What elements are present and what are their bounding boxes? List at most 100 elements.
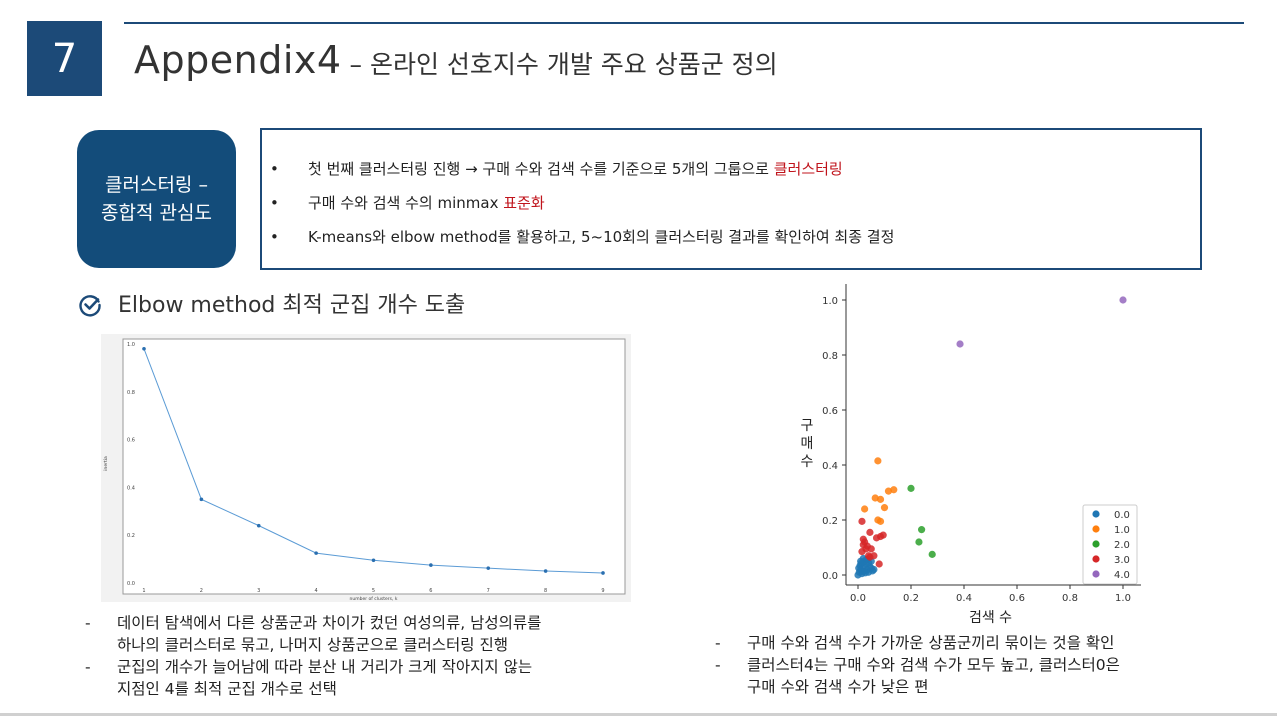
note-dash: - (715, 634, 721, 652)
data-point (879, 531, 887, 539)
data-point (543, 569, 548, 573)
scatter-chart-svg: 0.0 0.2 0.4 0.6 0.8 1.0 0.0 0.2 0.4 0.6 0.8 1.0 검색 수… (801, 284, 1141, 626)
y-tick-label: 0.2 (127, 533, 135, 539)
note-item: - 구매 수와 검색 수가 가까운 상품군끼리 묶이는 것을 확인 (715, 632, 1120, 654)
y-axis-label-char: 수 (801, 454, 814, 470)
bullet-dot: • (270, 194, 279, 212)
data-point (314, 551, 318, 555)
y-tick-label: 0.4 (127, 485, 135, 491)
summary-text: K-means와 elbow method를 활용하고, 5~10회의 클러스터… (308, 228, 895, 246)
footer-rule (0, 713, 1277, 716)
note-dash: - (85, 614, 91, 632)
data-point (928, 550, 936, 558)
summary-item: • K-means와 elbow method를 활용하고, 5~10회의 클러스… (270, 220, 894, 254)
section-title: Elbow method 최적 군집 개수 도출 (118, 293, 466, 318)
x-tick-label: 7 (487, 588, 490, 594)
legend-box (1082, 504, 1138, 585)
x-axis-label: number of clusters, k (350, 596, 398, 602)
data-point (486, 566, 491, 570)
data-point (142, 346, 146, 351)
x-axis-label: 검색 수 (969, 610, 1012, 626)
summary-box: • 첫 번째 클러스터링 진행 → 구매 수와 검색 수를 기준으로 5개의 그룹… (260, 128, 1202, 270)
note-line: 군집의 개수가 늘어남에 따라 분산 내 거리가 크게 작아지지 않는 (117, 658, 533, 676)
legend-label: 4.0 (1114, 570, 1130, 581)
data-point (867, 545, 875, 553)
data-point (199, 497, 204, 502)
summary-highlight: 클러스터링 (773, 160, 843, 178)
clustering-badge: 클러스터링 – 종합적 관심도 (77, 130, 236, 268)
title-sub: – 온라인 선호지수 개발 주요 상품군 정의 (341, 50, 778, 79)
slide-number: 7 (27, 21, 102, 96)
legend-marker (1092, 525, 1100, 533)
legend-marker (1092, 555, 1100, 563)
elbow-chart: 1 2 3 4 5 6 7 8 9 0.0 0.2 0.4 0.6 0.8 1.0 number of clu… (101, 334, 631, 602)
data-point (256, 523, 261, 528)
y-tick-label: 1.0 (127, 342, 135, 348)
summary-text: 구매 수와 검색 수의 minmax (308, 194, 504, 212)
data-point (872, 534, 881, 542)
page-title: Appendix4 – 온라인 선호지수 개발 주요 상품군 정의 (134, 38, 778, 82)
data-point (861, 569, 870, 577)
x-tick-label: 4 (315, 588, 318, 594)
data-point (601, 571, 605, 575)
bullet-dot: • (270, 160, 279, 178)
x-tick-label: 0.8 (1062, 593, 1078, 604)
badge-line-2: 종합적 관심도 (101, 202, 212, 224)
elbow-chart-svg: 1 2 3 4 5 6 7 8 9 0.0 0.2 0.4 0.6 0.8 1.0 number of clu… (103, 338, 626, 602)
legend-label: 1.0 (1114, 525, 1130, 536)
y-tick-label: 0.4 (822, 461, 838, 472)
x-tick-label: 0.2 (903, 593, 919, 604)
note-dash: - (715, 656, 721, 674)
x-tick-label: 1.0 (1115, 593, 1131, 604)
data-point (918, 526, 926, 534)
summary-highlight: 표준화 (503, 194, 545, 212)
y-tick-label: 0.8 (127, 390, 135, 396)
plot-area (122, 338, 626, 595)
data-point (371, 558, 376, 563)
note-line: 클러스터4는 구매 수와 검색 수가 모두 높고, 클러스터0은 (747, 656, 1120, 674)
header-rule (124, 22, 1244, 24)
note-dash: - (85, 658, 91, 676)
y-tick-label: 0.6 (127, 438, 135, 444)
y-axis-label-char: 구 (801, 418, 814, 434)
y-tick-label: 0.2 (822, 516, 838, 527)
data-point (875, 560, 883, 568)
data-point (874, 457, 882, 465)
check-circle-icon (79, 295, 101, 317)
x-tick-label: 0.0 (850, 593, 866, 604)
data-point (429, 563, 433, 567)
x-tick-label: 8 (544, 588, 547, 594)
right-notes: - 구매 수와 검색 수가 가까운 상품군끼리 묶이는 것을 확인 - 클러스터4는… (715, 632, 1120, 698)
scatter-chart: 0.0 0.2 0.4 0.6 0.8 1.0 0.0 0.2 0.4 0.6 0.8 1.0 검색 수… (796, 276, 1149, 626)
data-point (870, 552, 878, 560)
note-line: 구매 수와 검색 수가 가까운 상품군끼리 묶이는 것을 확인 (747, 634, 1115, 652)
legend-label: 0.0 (1114, 510, 1130, 521)
note-line: 하나의 클러스터로 묶고, 나머지 상품군으로 클러스터링 진행 (117, 636, 508, 654)
x-tick-label: 6 (429, 588, 432, 594)
data-point (866, 528, 874, 536)
note-line: 데이터 탐색에서 다른 상품군과 차이가 컸던 여성의류, 남성의류를 (117, 614, 542, 632)
note-line: 구매 수와 검색 수가 낮은 편 (747, 678, 929, 696)
data-point (915, 538, 923, 546)
x-tick-label: 0.4 (956, 593, 972, 604)
summary-list: • 첫 번째 클러스터링 진행 → 구매 수와 검색 수를 기준으로 5개의 그룹… (270, 152, 894, 254)
x-tick-label: 3 (257, 588, 260, 594)
x-tick-label: 0.6 (1009, 593, 1025, 604)
data-point (907, 484, 915, 492)
x-tick-label: 2 (200, 588, 203, 594)
badge-line-1: 클러스터링 – (105, 174, 208, 196)
note-item: - 군집의 개수가 늘어남에 따라 분산 내 거리가 크게 작아지지 않는 지점인 … (85, 656, 541, 700)
legend-marker (1092, 510, 1100, 518)
data-point (855, 564, 863, 572)
x-tick-label: 5 (372, 588, 375, 594)
legend-marker (1092, 570, 1100, 578)
x-tick-label: 1 (142, 588, 145, 594)
summary-item: • 구매 수와 검색 수의 minmax 표준화 (270, 186, 894, 220)
y-tick-label: 0.0 (822, 571, 838, 582)
legend-marker (1092, 540, 1100, 548)
y-axis-label-char: 매 (801, 436, 814, 452)
legend-label: 3.0 (1114, 555, 1130, 566)
